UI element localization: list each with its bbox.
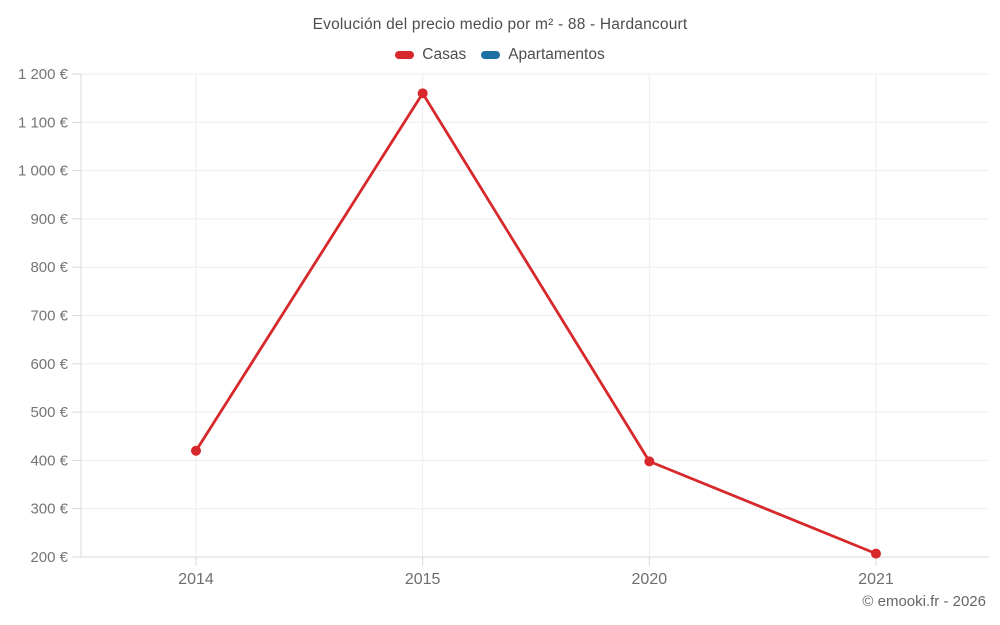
copyright-credit: © emooki.fr - 2026 [862,593,986,610]
data-point-casas-2020[interactable] [644,456,655,467]
y-tick-label: 800 € [30,259,68,276]
y-tick-label: 200 € [30,549,68,566]
legend-label-casas: Casas [422,46,467,63]
data-point-casas-2015[interactable] [417,88,428,99]
y-tick-label: 900 € [30,211,68,228]
legend-label-apartamentos: Apartamentos [508,46,605,63]
x-tick-label: 2021 [858,571,894,588]
series-line-casas [194,91,878,556]
legend-item-casas[interactable]: Casas [395,46,466,64]
y-tick-label: 1 100 € [18,114,69,131]
chart-title: Evolución del precio medio por m² - 88 -… [312,16,688,33]
casas-swatch-icon [395,51,415,59]
x-tick-label: 2014 [178,571,214,588]
legend-item-apartamentos[interactable]: Apartamentos [481,46,605,64]
data-point-casas-2014[interactable] [191,445,201,456]
y-tick-label: 1 000 € [18,163,69,180]
y-tick-label: 400 € [30,452,68,469]
apartamentos-swatch-icon [481,51,501,59]
x-tick-label: 2015 [405,571,441,588]
y-tick-label: 300 € [30,501,68,518]
x-tick-label: 2020 [632,571,668,588]
chart-legend: Casas Apartamentos [0,46,1000,64]
y-tick-label: 600 € [30,356,68,373]
y-tick-label: 500 € [30,404,68,421]
data-point-casas-2021[interactable] [871,548,881,559]
y-tick-label: 700 € [30,308,68,325]
y-tick-label: 1 200 € [18,66,69,83]
